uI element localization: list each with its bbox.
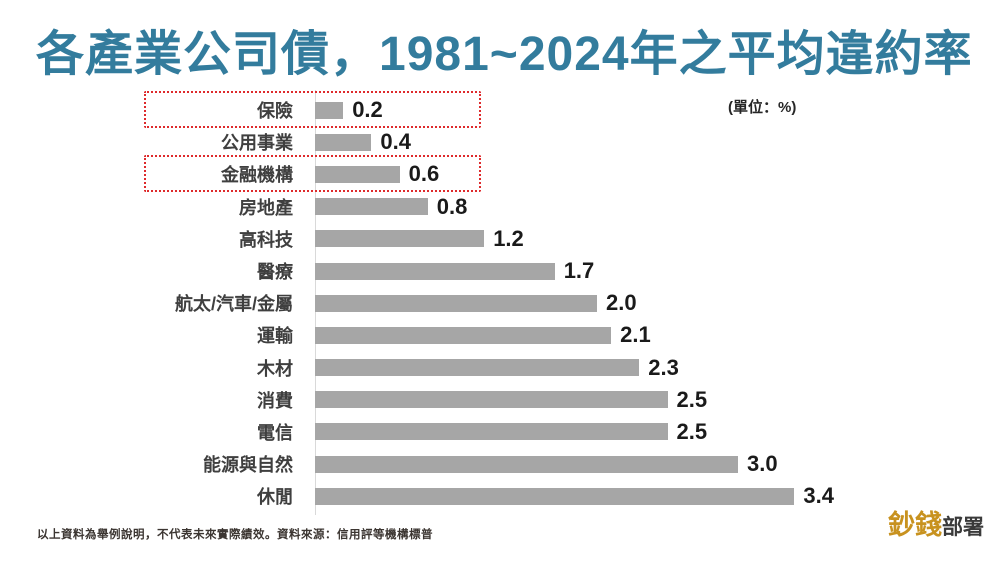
value-label: 1.2: [493, 225, 524, 251]
chart-row: 金融機構 0.6: [0, 155, 1000, 193]
chart-row: 公用事業 0.4: [0, 126, 1000, 158]
page-title: 各產業公司債，1981~2024年之平均違約率: [36, 28, 973, 81]
category-label: 運輸: [257, 326, 293, 347]
logo-dark-text: 部署: [942, 514, 984, 539]
bar-chart: 保險 0.2 公用事業 0.4 金融機構 0.6 房地產 0.8 高科技 1.2 醫療 1.7 航太/汽…: [0, 90, 1000, 515]
bar: [315, 455, 738, 473]
chart-row: 航太/汽車/金屬 2.0: [0, 287, 1000, 319]
logo-gold-text: 鈔錢: [888, 510, 942, 541]
value-label: 2.3: [648, 354, 679, 380]
chart-row: 休閒 3.4: [0, 480, 1000, 512]
bar: [315, 262, 555, 280]
chart-row: 房地產 0.8: [0, 191, 1000, 223]
bar: [315, 359, 640, 377]
footer-disclaimer: 以上資料為舉例說明，不代表未來實際績效。資料來源：信用評等機構標普: [37, 529, 433, 541]
brand-logo: 鈔錢部署: [888, 512, 984, 539]
value-label: 2.0: [606, 290, 637, 316]
category-label: 能源與自然: [203, 455, 293, 476]
category-label: 金融機構: [221, 165, 293, 186]
bar: [315, 487, 795, 505]
category-label: 醫療: [257, 262, 293, 283]
chart-row: 能源與自然 3.0: [0, 448, 1000, 480]
category-label: 房地產: [239, 197, 293, 218]
chart-row: 保險 0.2: [0, 91, 1000, 128]
category-label: 消費: [257, 390, 293, 411]
bar: [315, 101, 344, 119]
value-label: 0.8: [436, 193, 468, 219]
chart-row: 消費 2.5: [0, 384, 1000, 416]
category-label: 公用事業: [221, 133, 293, 154]
value-label: 3.4: [803, 483, 834, 509]
bar: [315, 326, 612, 344]
chart-rows: 保險 0.2 公用事業 0.4 金融機構 0.6 房地產 0.8 高科技 1.2 醫療 1.7 航太/汽…: [0, 91, 1000, 512]
bar: [315, 391, 668, 409]
chart-row: 木材 2.3: [0, 352, 1000, 384]
chart-row: 運輸 2.1: [0, 319, 1000, 351]
value-label: 0.2: [352, 97, 383, 123]
category-label: 高科技: [239, 229, 293, 250]
chart-row: 電信 2.5: [0, 416, 1000, 448]
value-label: 1.7: [563, 258, 595, 284]
chart-row: 高科技 1.2: [0, 223, 1000, 255]
category-label: 休閒: [257, 487, 293, 508]
bar: [315, 230, 485, 248]
category-label: 木材: [257, 358, 293, 379]
category-label: 航太/汽車/金屬: [174, 294, 293, 315]
unit-label: (單位：%): [728, 99, 797, 116]
chart-row: 醫療 1.7: [0, 255, 1000, 287]
category-label: 保險: [257, 101, 293, 122]
value-label: 2.5: [676, 418, 708, 444]
value-label: 3.0: [747, 451, 778, 477]
category-label: 電信: [257, 422, 293, 443]
value-label: 0.6: [408, 161, 440, 187]
value-label: 2.5: [676, 386, 708, 412]
value-label: 0.4: [380, 129, 411, 155]
bar: [315, 165, 400, 183]
bar: [315, 294, 597, 312]
bar: [315, 198, 428, 216]
bar: [315, 133, 372, 151]
bar: [315, 423, 668, 441]
value-label: 2.1: [620, 322, 651, 348]
